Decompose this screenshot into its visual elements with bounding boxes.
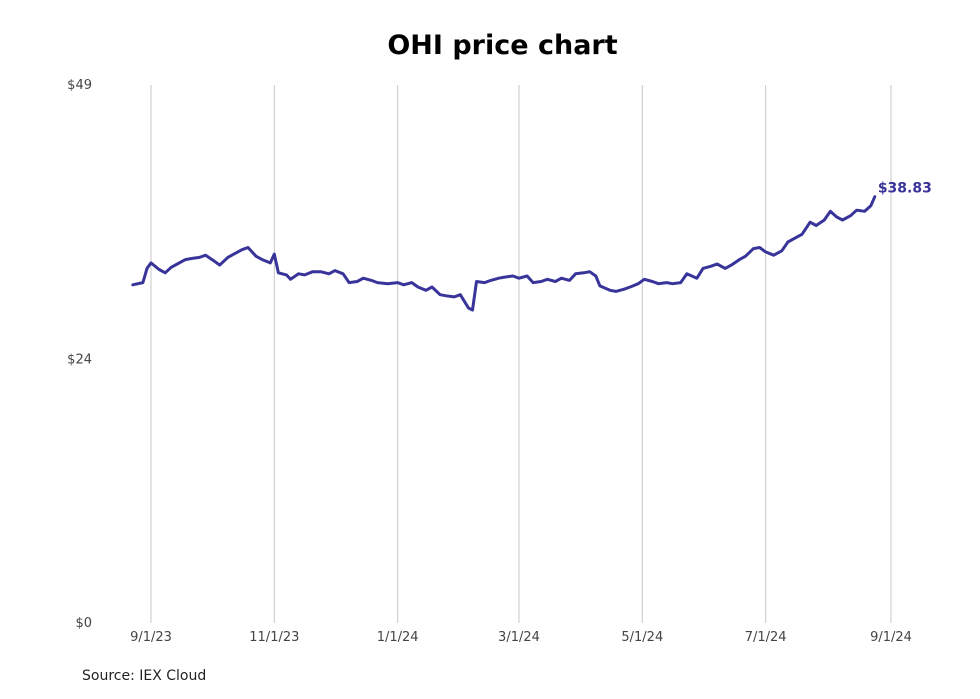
chart-title: OHI price chart bbox=[387, 30, 618, 61]
x-tick-label: 11/1/23 bbox=[249, 630, 299, 645]
end-value-label-group: $38.83 bbox=[878, 181, 932, 197]
y-tick-label: $49 bbox=[67, 78, 92, 93]
x-tick-label: 1/1/24 bbox=[377, 630, 419, 645]
y-axis-ticks: $0 $24 $49 bbox=[67, 78, 92, 631]
x-tick-label: 5/1/24 bbox=[621, 630, 663, 645]
x-tick-label: 9/1/24 bbox=[870, 630, 912, 645]
gridlines bbox=[150, 85, 892, 623]
x-axis-ticks: 9/1/23 11/1/23 1/1/24 3/1/24 5/1/24 7/1/24 9/1… bbox=[130, 630, 912, 645]
price-series bbox=[131, 195, 877, 312]
x-tick-label: 3/1/24 bbox=[498, 630, 540, 645]
y-tick-label: $24 bbox=[67, 352, 92, 367]
x-tick-label: 9/1/23 bbox=[130, 630, 172, 645]
price-line bbox=[131, 195, 877, 312]
source-note: Source: IEX Cloud bbox=[82, 668, 207, 684]
x-tick-label: 7/1/24 bbox=[745, 630, 787, 645]
y-tick-label: $0 bbox=[75, 616, 92, 631]
end-value-label: $38.83 bbox=[878, 181, 932, 197]
